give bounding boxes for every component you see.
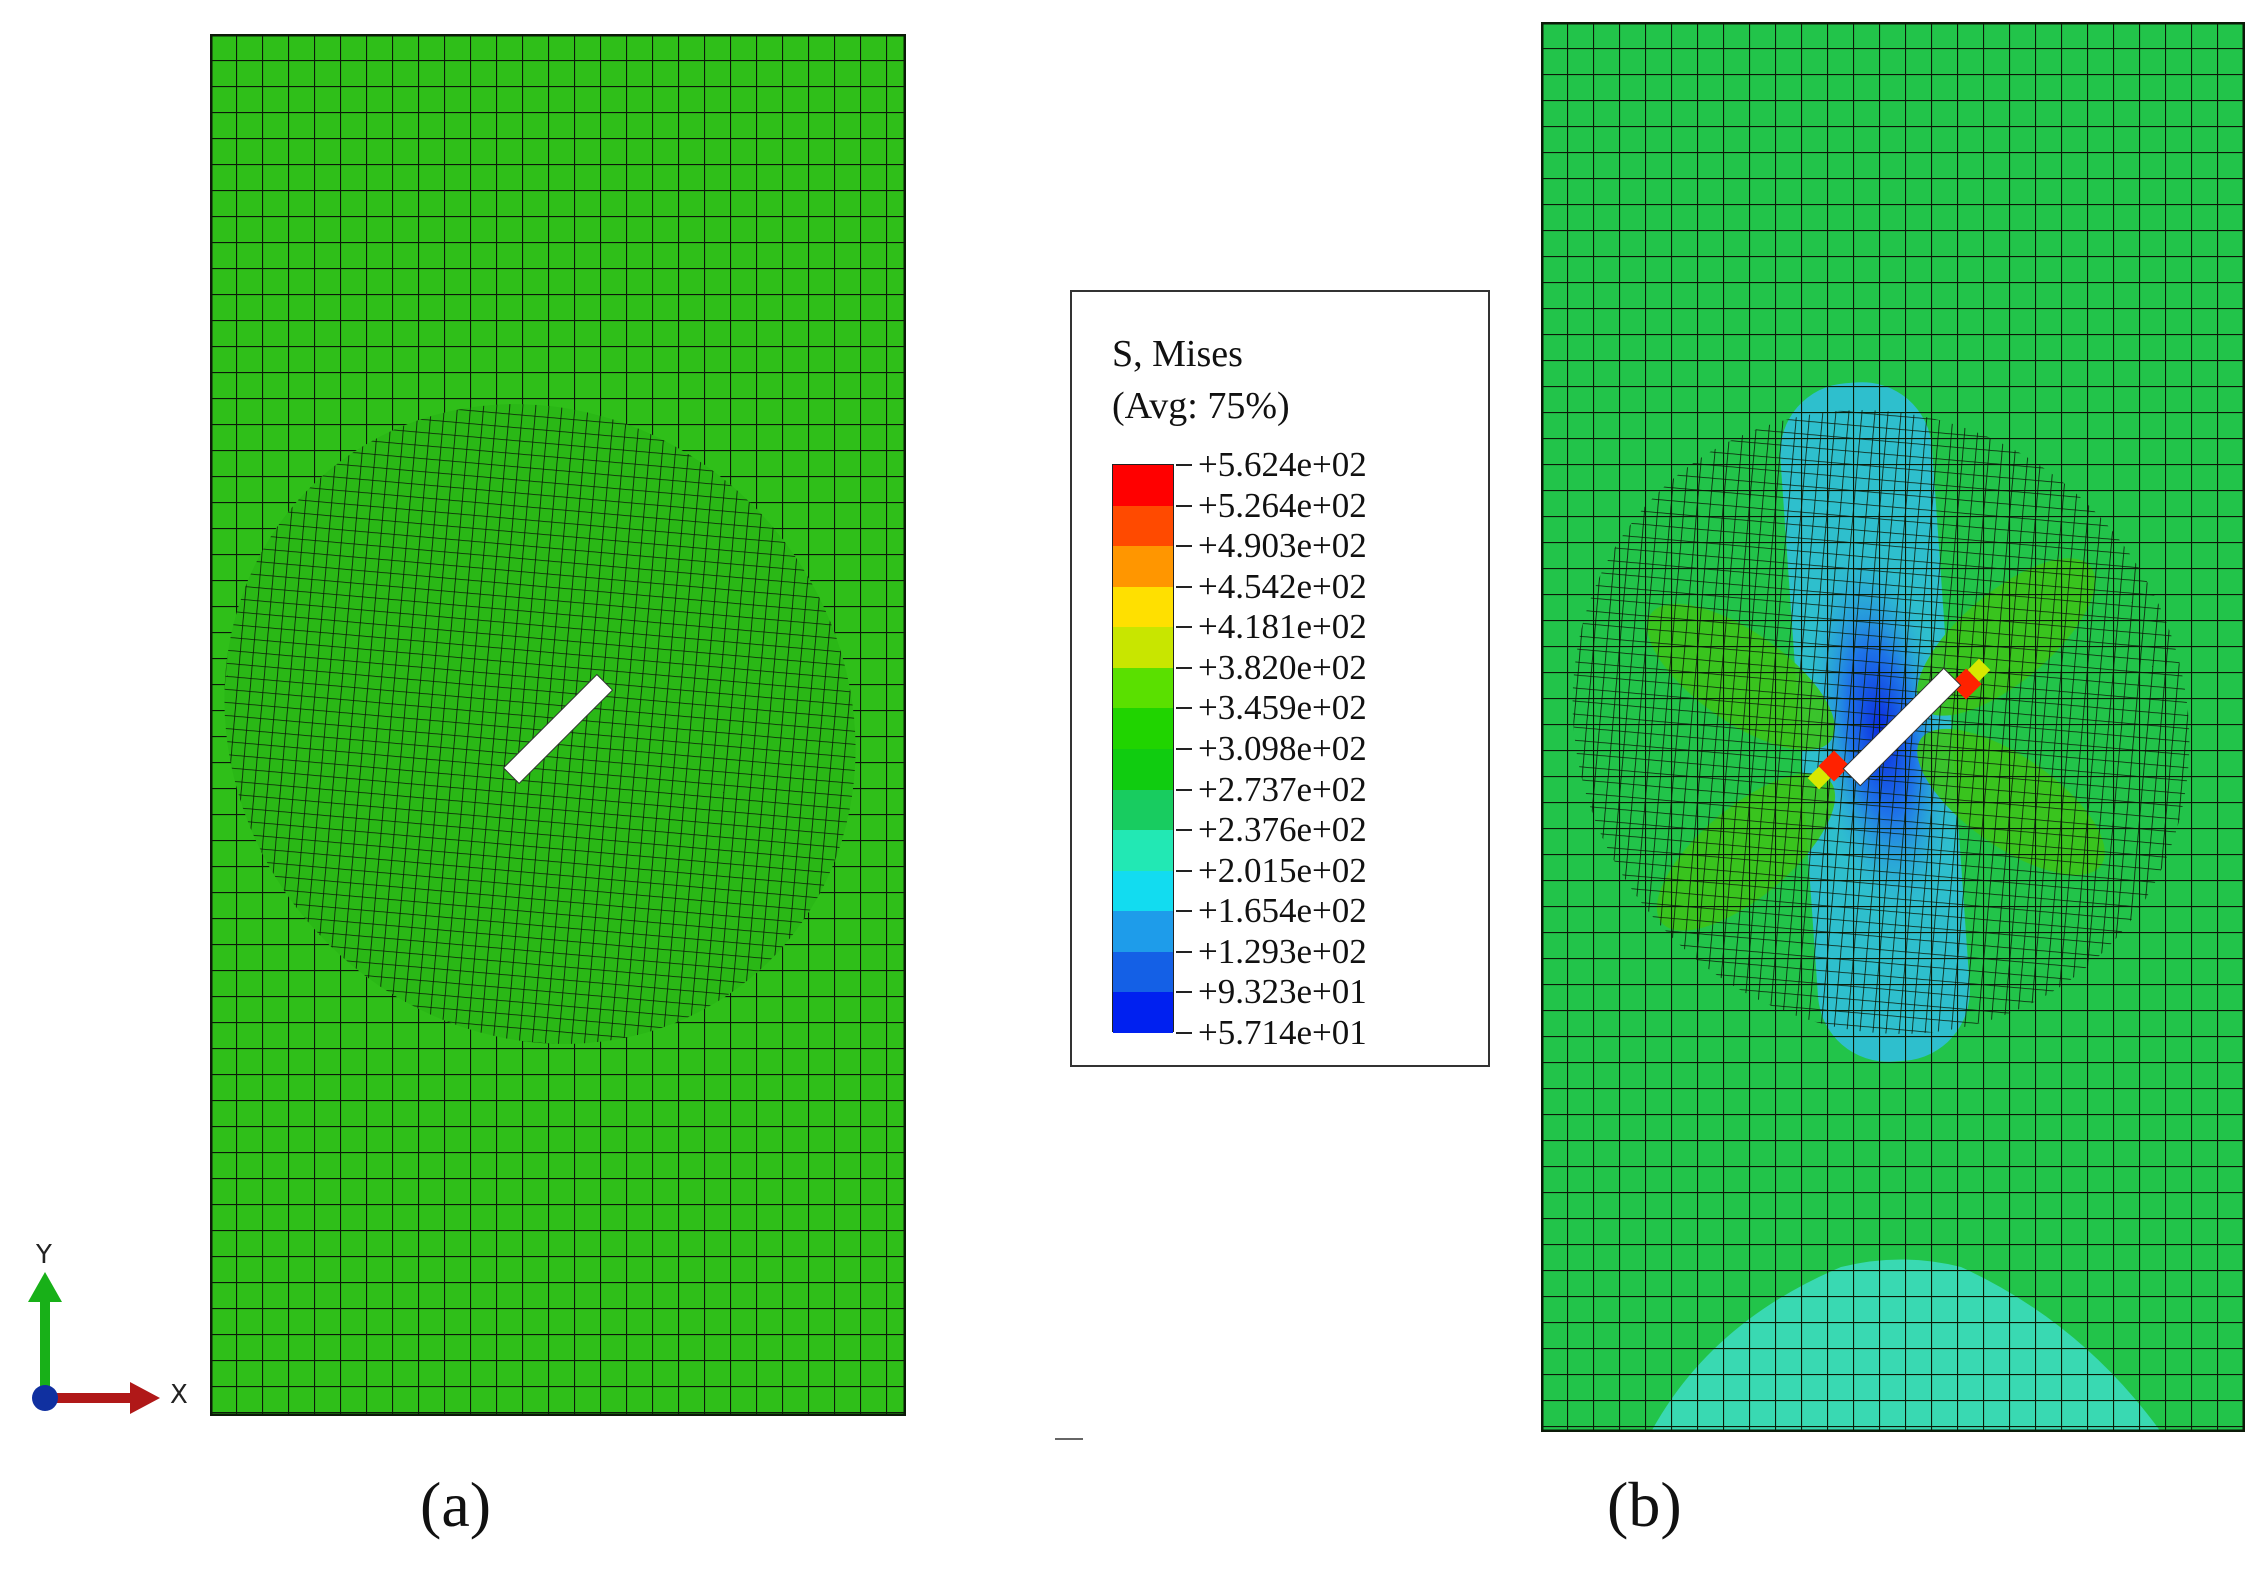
legend-title: S, Mises (1112, 333, 1243, 375)
mesh-b-svg (1541, 22, 2245, 1432)
legend-swatch (1113, 911, 1173, 953)
legend-labels: +5.624e+02 +5.264e+02 +4.903e+02 +4.542e+02… (1176, 444, 1476, 1050)
legend-tick (1176, 910, 1192, 913)
stress-legend: S, Mises (Avg: 75%) +5.624e+02 +5.264e+02… (1070, 290, 1490, 1067)
legend-swatch (1113, 749, 1173, 791)
legend-swatch (1113, 586, 1173, 628)
legend-level-label: +2.737e+02 (1198, 769, 1367, 809)
y-axis-arrow-head (28, 1272, 62, 1302)
mesh-a-border (210, 34, 906, 1416)
crack-slot-a (502, 673, 614, 785)
legend-swatch (1113, 951, 1173, 993)
legend-level-label: +5.264e+02 (1198, 485, 1367, 525)
mesh-a-refined-region (224, 404, 856, 1044)
mesh-b-refined-lines (1572, 410, 2190, 1034)
axis-triad: Y X (20, 1240, 200, 1430)
legend-tick (1176, 829, 1192, 832)
legend-level-label: +5.624e+02 (1198, 445, 1367, 484)
mesh-panel-a (210, 34, 906, 1416)
crack-tip-lower-yellow (1807, 766, 1831, 790)
legend-tick (1176, 950, 1192, 953)
legend-swatch (1113, 870, 1173, 912)
legend-level-label: +4.181e+02 (1198, 607, 1367, 647)
legend-level-label: +1.654e+02 (1198, 891, 1367, 931)
legend-level-label: +5.714e+01 (1198, 1013, 1367, 1052)
legend-swatch (1113, 789, 1173, 831)
legend-tick (1176, 504, 1192, 507)
legend-tick (1176, 545, 1192, 548)
legend-swatch (1113, 992, 1173, 1034)
legend-tick (1176, 991, 1192, 994)
legend-level-label: +3.459e+02 (1198, 688, 1367, 728)
x-axis-arrow-shaft (48, 1393, 138, 1403)
legend-tick (1176, 626, 1192, 629)
axis-triad-svg (28, 1272, 160, 1414)
crack-tip-upper-yellow (1967, 658, 1991, 682)
legend-level-label: +4.903e+02 (1198, 526, 1367, 566)
legend-swatch (1113, 708, 1173, 750)
legend-swatch (1113, 505, 1173, 547)
legend-tick (1176, 748, 1192, 750)
panel-label-a: (a) (420, 1469, 492, 1540)
x-axis-arrow-head (130, 1382, 160, 1414)
mesh-a-svg (210, 34, 906, 1416)
legend-tick (1176, 707, 1192, 710)
mesh-b-border (1541, 22, 2245, 1432)
legend-tick (1176, 788, 1192, 791)
legend-level-label: +9.323e+01 (1198, 972, 1367, 1012)
legend-level-label: +1.293e+02 (1198, 931, 1367, 971)
legend-swatch (1113, 465, 1173, 507)
legend-swatch (1113, 667, 1173, 709)
legend-tick (1176, 464, 1192, 466)
panel-label-b: (b) (1607, 1469, 1682, 1540)
origin-dot (32, 1385, 58, 1411)
legend-level-label: +3.098e+02 (1198, 729, 1367, 768)
legend-color-bar (1112, 464, 1174, 1034)
legend-level-label: +2.015e+02 (1198, 850, 1367, 890)
legend-level-label: +3.820e+02 (1198, 647, 1367, 687)
legend-subtitle: (Avg: 75%) (1112, 385, 1290, 427)
axis-x-label: X (170, 1380, 188, 1410)
mesh-panel-b (1541, 22, 2245, 1432)
separator-mark (1055, 1438, 1083, 1440)
crack-slot-b (1842, 667, 1962, 787)
legend-level-label: +4.542e+02 (1198, 566, 1367, 606)
axis-y-label: Y (36, 1240, 52, 1270)
legend-swatch (1113, 546, 1173, 588)
legend-swatch (1113, 830, 1173, 872)
legend-tick (1176, 869, 1192, 872)
legend-tick (1176, 666, 1192, 669)
legend-tick (1176, 1032, 1192, 1034)
legend-level-label: +2.376e+02 (1198, 810, 1367, 850)
legend-swatch (1113, 627, 1173, 669)
y-axis-arrow-shaft (40, 1292, 50, 1392)
legend-tick (1176, 585, 1192, 588)
